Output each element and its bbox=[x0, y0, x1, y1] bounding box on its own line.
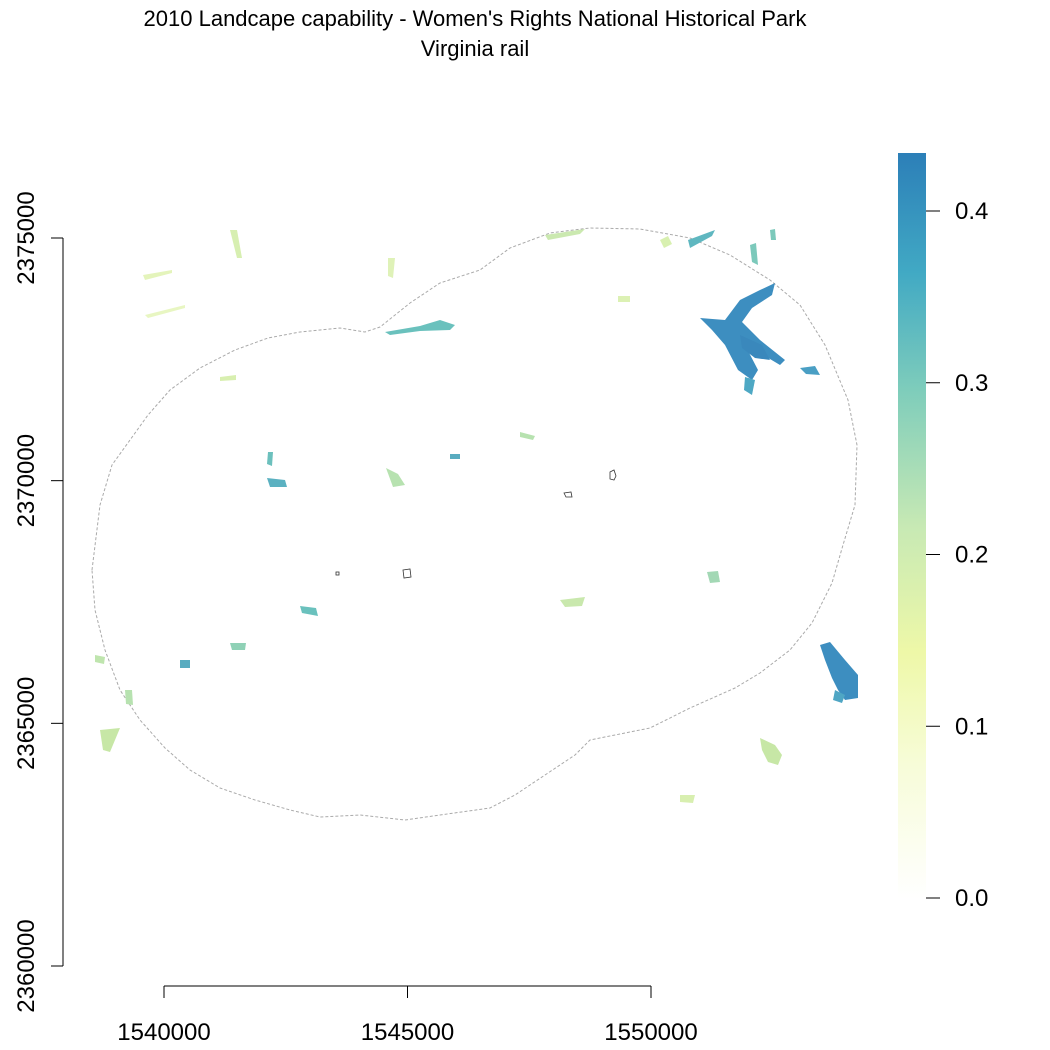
habitat-patch bbox=[125, 690, 133, 705]
map-subtitle: Virginia rail bbox=[420, 36, 530, 61]
park-units bbox=[335, 469, 617, 579]
habitat-patch bbox=[688, 230, 715, 248]
habitat-patch bbox=[267, 452, 273, 466]
habitat-patch bbox=[450, 454, 460, 459]
x-axis: 1540000 1545000 1550000 bbox=[117, 985, 698, 1046]
habitat-patch bbox=[100, 728, 120, 752]
x-tick-label: 1545000 bbox=[361, 1019, 454, 1046]
y-tick-label: 2365000 bbox=[13, 677, 40, 770]
habitat-patch bbox=[95, 655, 105, 664]
legend: 0.0 0.1 0.2 0.3 0.4 bbox=[898, 153, 988, 912]
habitat-patch bbox=[744, 377, 755, 395]
park-unit-outline bbox=[609, 469, 617, 481]
study-area-boundary bbox=[91, 227, 858, 821]
legend-colorbar bbox=[898, 153, 926, 899]
habitat-patch bbox=[560, 597, 585, 607]
habitat-patch bbox=[180, 660, 190, 668]
habitat-patch bbox=[760, 738, 782, 765]
habitat-patch bbox=[618, 296, 630, 302]
y-tick-label: 2375000 bbox=[13, 191, 40, 284]
legend-tick-label: 0.3 bbox=[955, 370, 988, 397]
habitat-patch bbox=[740, 335, 770, 360]
habitat-patch bbox=[545, 229, 585, 240]
habitat-patch bbox=[707, 571, 720, 583]
habitat-patch bbox=[143, 270, 172, 280]
y-axis: 2360000 2365000 2370000 2375000 bbox=[13, 191, 64, 1013]
x-tick-label: 1550000 bbox=[604, 1019, 697, 1046]
habitat-patch bbox=[700, 283, 785, 380]
habitat-patch bbox=[770, 229, 776, 240]
habitat-patch bbox=[230, 230, 242, 258]
habitat-patch bbox=[388, 258, 395, 278]
habitat-patch bbox=[385, 320, 455, 335]
map-title: 2010 Landcape capability - Women's Right… bbox=[143, 6, 807, 31]
habitat-patch bbox=[750, 243, 758, 265]
y-tick-label: 2370000 bbox=[13, 434, 40, 527]
habitat-patch bbox=[520, 432, 535, 440]
y-tick-label: 2360000 bbox=[13, 919, 40, 1012]
legend-tick-label: 0.2 bbox=[955, 542, 988, 569]
habitat-patch bbox=[267, 478, 287, 487]
legend-tick-label: 0.1 bbox=[955, 713, 988, 740]
habitat-patch bbox=[386, 468, 405, 487]
x-tick-label: 1540000 bbox=[117, 1019, 210, 1046]
habitat-patch bbox=[820, 642, 858, 700]
habitat-patch bbox=[230, 643, 246, 650]
habitat-patch bbox=[220, 375, 236, 381]
habitat-patches bbox=[95, 229, 858, 803]
habitat-patch bbox=[300, 606, 318, 616]
habitat-patch bbox=[833, 690, 845, 703]
legend-tick-label: 0.0 bbox=[955, 885, 988, 912]
habitat-patch bbox=[145, 305, 185, 318]
park-unit-outline bbox=[402, 568, 412, 579]
park-unit-outline bbox=[335, 571, 340, 576]
legend-tick-label: 0.4 bbox=[955, 198, 988, 225]
habitat-patch bbox=[800, 366, 820, 375]
park-unit-outline bbox=[563, 491, 573, 498]
habitat-patch bbox=[680, 795, 695, 803]
habitat-patch bbox=[660, 236, 672, 248]
